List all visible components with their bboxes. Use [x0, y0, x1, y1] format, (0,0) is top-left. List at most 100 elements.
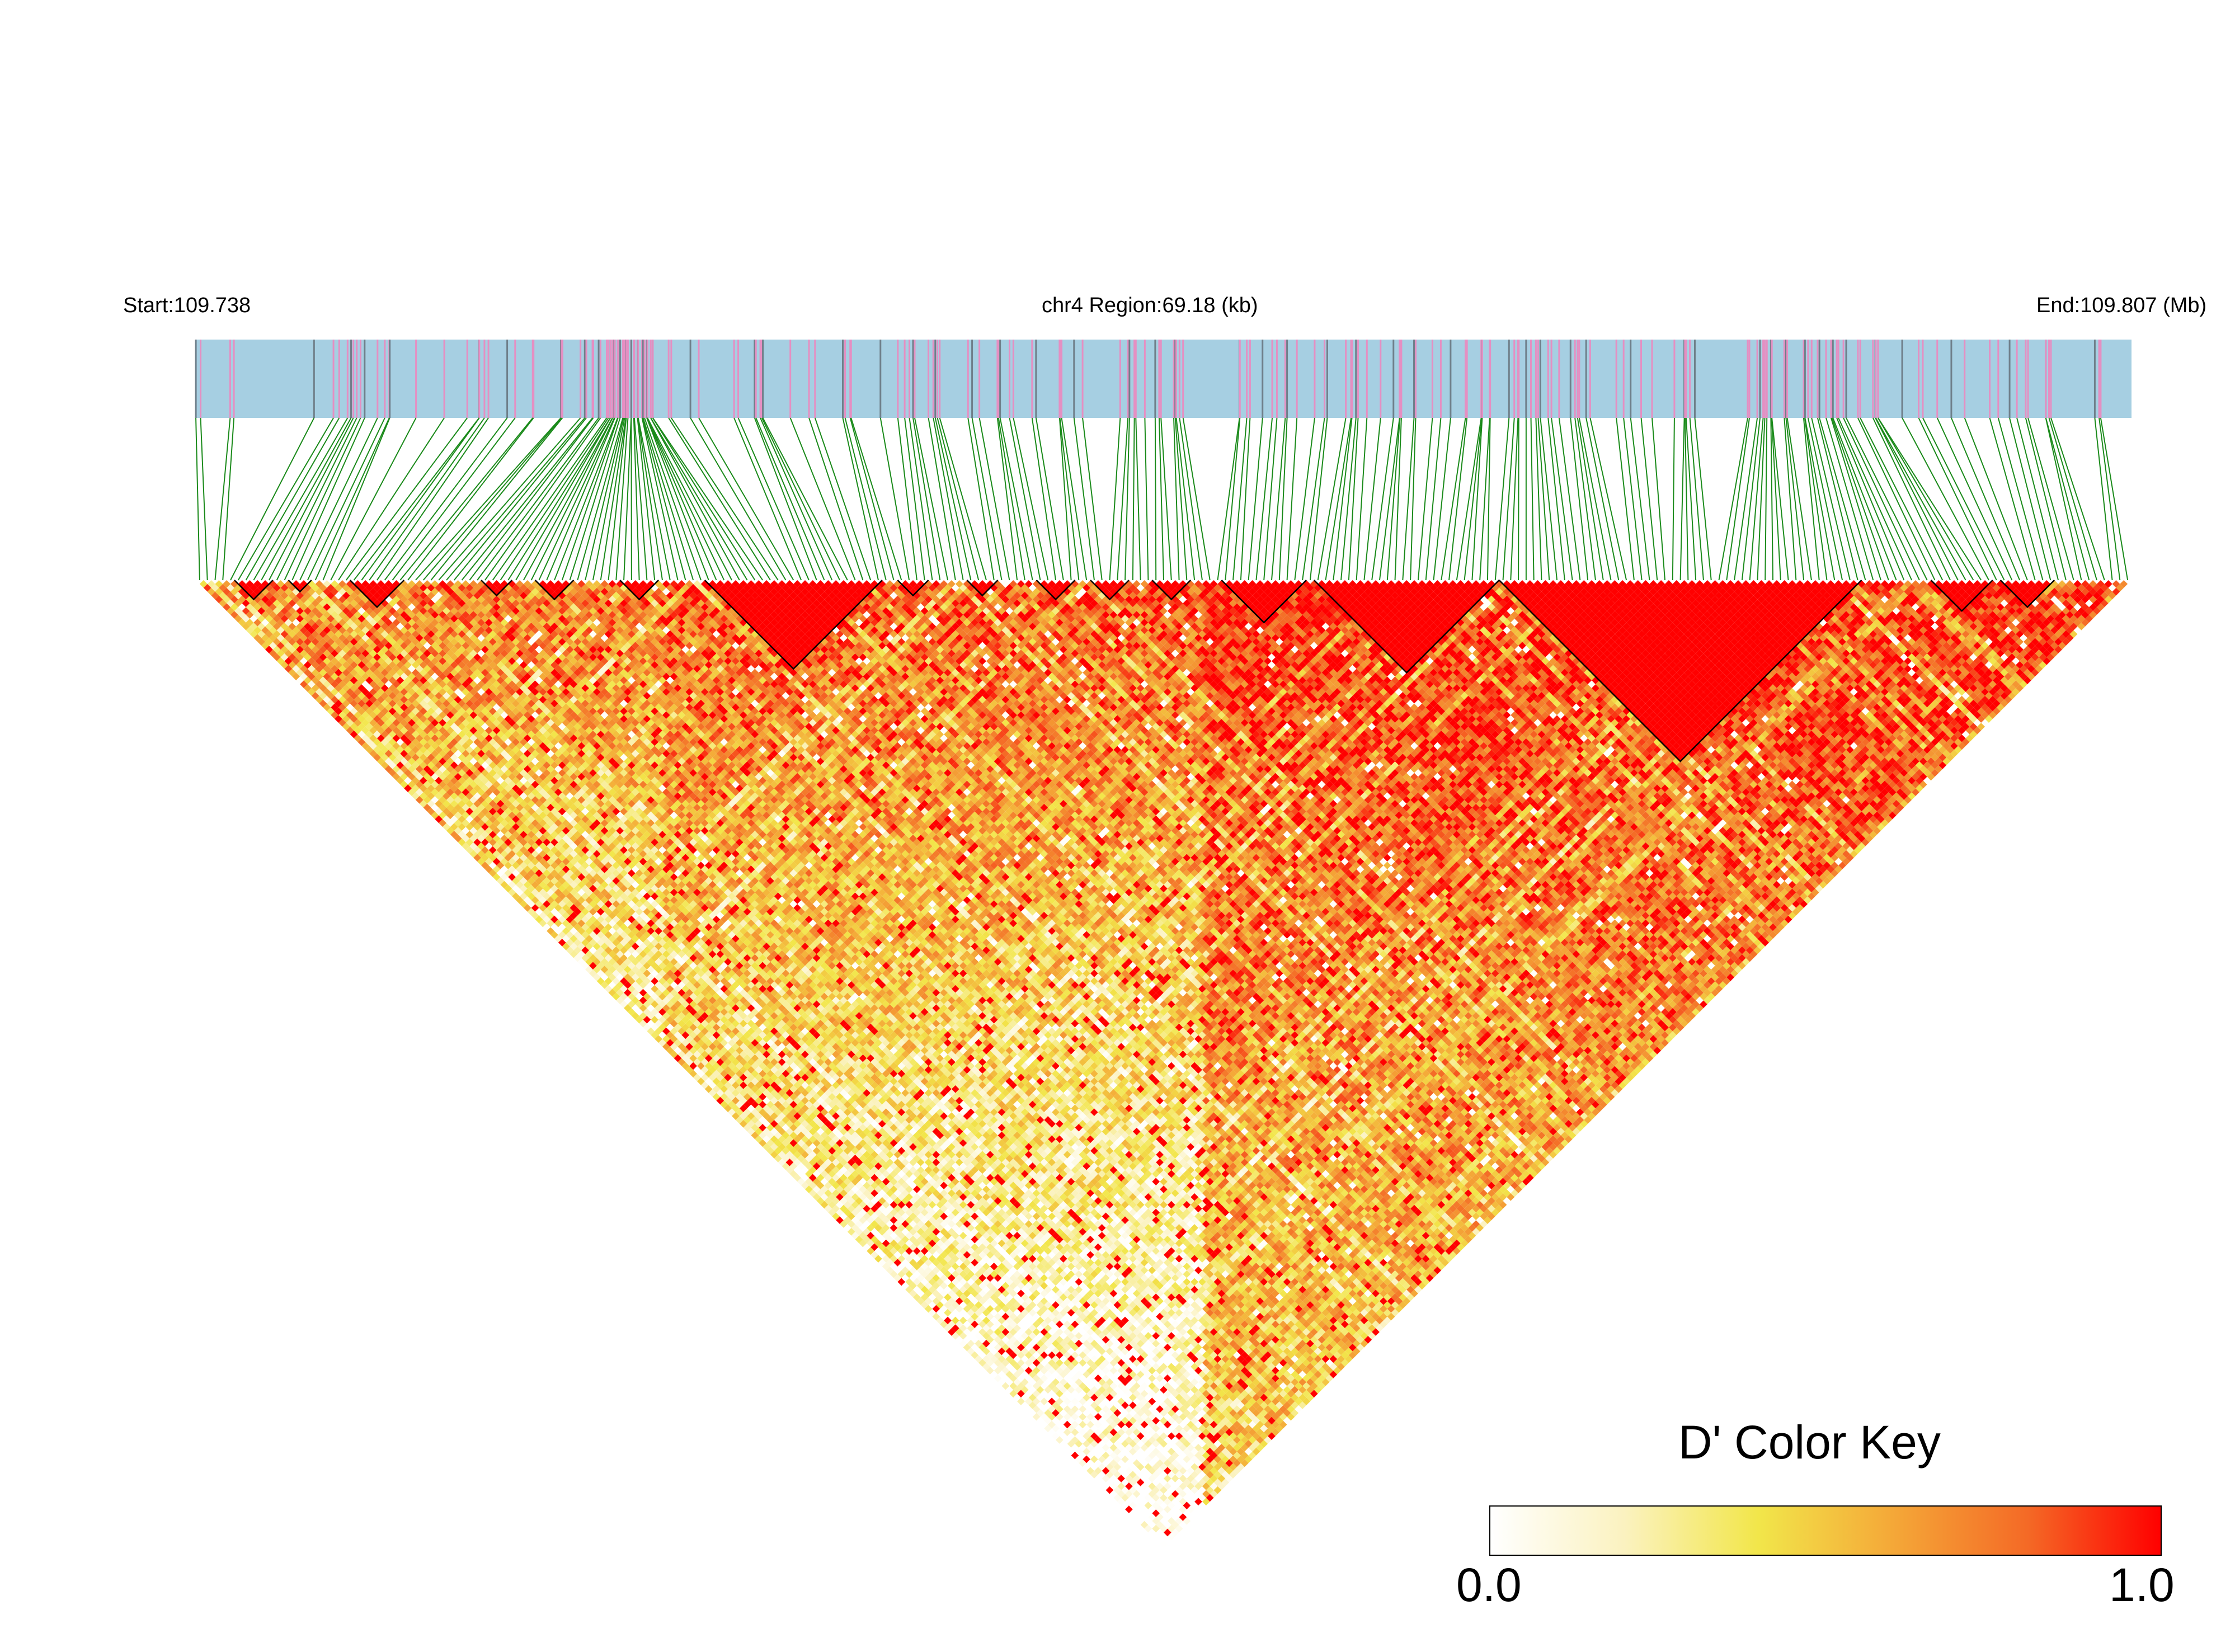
ld-cell [1009, 1390, 1018, 1398]
ld-cell [504, 884, 512, 893]
snp-connector-line [1494, 417, 1510, 581]
snp-connector-line [1278, 417, 1288, 581]
ld-cell [488, 846, 497, 854]
ld-cell [897, 1270, 906, 1278]
ld-cell [573, 946, 582, 954]
snp-connector-line [1160, 417, 1172, 581]
ld-cell [620, 1000, 628, 1009]
ld-cell [276, 649, 285, 657]
ld-cell [512, 869, 520, 877]
ld-cell [624, 1004, 632, 1012]
snp-connector-line [1363, 417, 1381, 581]
ld-cell [369, 726, 377, 735]
snp-connector-line [652, 417, 756, 581]
ld-cell [234, 599, 242, 608]
ld-cell [288, 653, 297, 661]
ld-cell [797, 1162, 806, 1170]
ld-cell [388, 754, 397, 761]
snp-connector-line [1878, 417, 1982, 581]
snp-connector-line [2025, 417, 2067, 581]
snp-connector-line [1846, 417, 1928, 581]
ld-cell [674, 1054, 682, 1062]
ld-cell [994, 1359, 1002, 1367]
ld-cell [562, 942, 570, 950]
snp-connector-line [492, 417, 608, 581]
ld-cell [592, 958, 601, 966]
ld-cell [1136, 1517, 1145, 1525]
ld-cell [924, 1305, 933, 1313]
ld-cell [1148, 1513, 1156, 1521]
ld-cell [484, 842, 493, 850]
ld-cell [886, 1251, 894, 1259]
snp-connector-line [934, 417, 972, 581]
snp-connector-line [1734, 417, 1758, 581]
ld-cell [492, 873, 501, 881]
ld-cell [550, 931, 558, 939]
ld-cell [812, 1193, 821, 1201]
snp-connector-line [200, 417, 208, 581]
ld-cell [284, 642, 293, 650]
ld-cell [1102, 1475, 1110, 1482]
ld-cell [1148, 1521, 1156, 1529]
ld-cell [443, 823, 450, 831]
ld-cell [828, 1201, 836, 1209]
ld-cell [1090, 1455, 1098, 1463]
ld-cell [469, 834, 478, 843]
snp-connector-line [1741, 417, 1761, 581]
ld-cell [724, 1089, 732, 1097]
ld-cell [863, 1235, 871, 1244]
ld-cell [978, 1359, 986, 1367]
snp-connector-line [644, 417, 702, 581]
ld-cell [384, 765, 393, 773]
ld-cell [369, 734, 377, 742]
snp-connector-line [1059, 417, 1080, 581]
snp-connector-line [914, 417, 949, 581]
ld-cell [219, 591, 227, 600]
snp-connector-line [1547, 417, 1565, 581]
ld-cell [415, 796, 424, 804]
snp-connector-line [600, 417, 627, 581]
ld-cell [508, 888, 516, 897]
ld-cell [720, 1085, 728, 1093]
snp-connector-line [737, 417, 810, 581]
ld-cell [797, 1178, 806, 1186]
snp-connector-line [1964, 417, 2028, 581]
snp-position-ticks [195, 340, 2102, 418]
snp-connector-line [1433, 417, 1451, 581]
ld-cell [832, 1204, 840, 1213]
ld-cell [319, 684, 327, 692]
ld-cell [242, 615, 250, 623]
ld-cell [655, 1035, 662, 1043]
ld-cell [531, 903, 539, 912]
ld-cell [1156, 1536, 1164, 1545]
ld-cell [411, 792, 420, 800]
ld-cell [377, 734, 385, 742]
snp-connector-line [879, 417, 910, 581]
snp-connector-line [1817, 417, 1858, 581]
ld-cell [1079, 1443, 1087, 1452]
ld-cell [331, 703, 339, 712]
ld-cell [296, 653, 304, 661]
ld-cell [223, 595, 231, 604]
ld-cell [535, 907, 543, 916]
ld-cell [924, 1297, 933, 1305]
ld-cell [932, 1305, 940, 1313]
ld-cell [801, 1182, 809, 1190]
snp-connector-line [1875, 417, 1959, 581]
ld-cell [361, 742, 370, 750]
ld-cell [994, 1367, 1002, 1375]
ld-cell [778, 1151, 786, 1159]
snp-connector-line [755, 417, 825, 581]
ld-cell [1024, 1397, 1033, 1405]
snp-connector-line [641, 417, 679, 581]
snp-connector-line [253, 417, 349, 581]
ld-cell [840, 1212, 848, 1221]
ld-cell [377, 750, 385, 758]
ld-cell [484, 850, 493, 858]
ld-cell [759, 1123, 767, 1132]
ld-cell [342, 723, 350, 731]
snp-connector-line [999, 417, 1033, 581]
ld-cell [477, 834, 485, 843]
ld-cell [342, 707, 350, 716]
ld-cell [627, 992, 636, 1001]
